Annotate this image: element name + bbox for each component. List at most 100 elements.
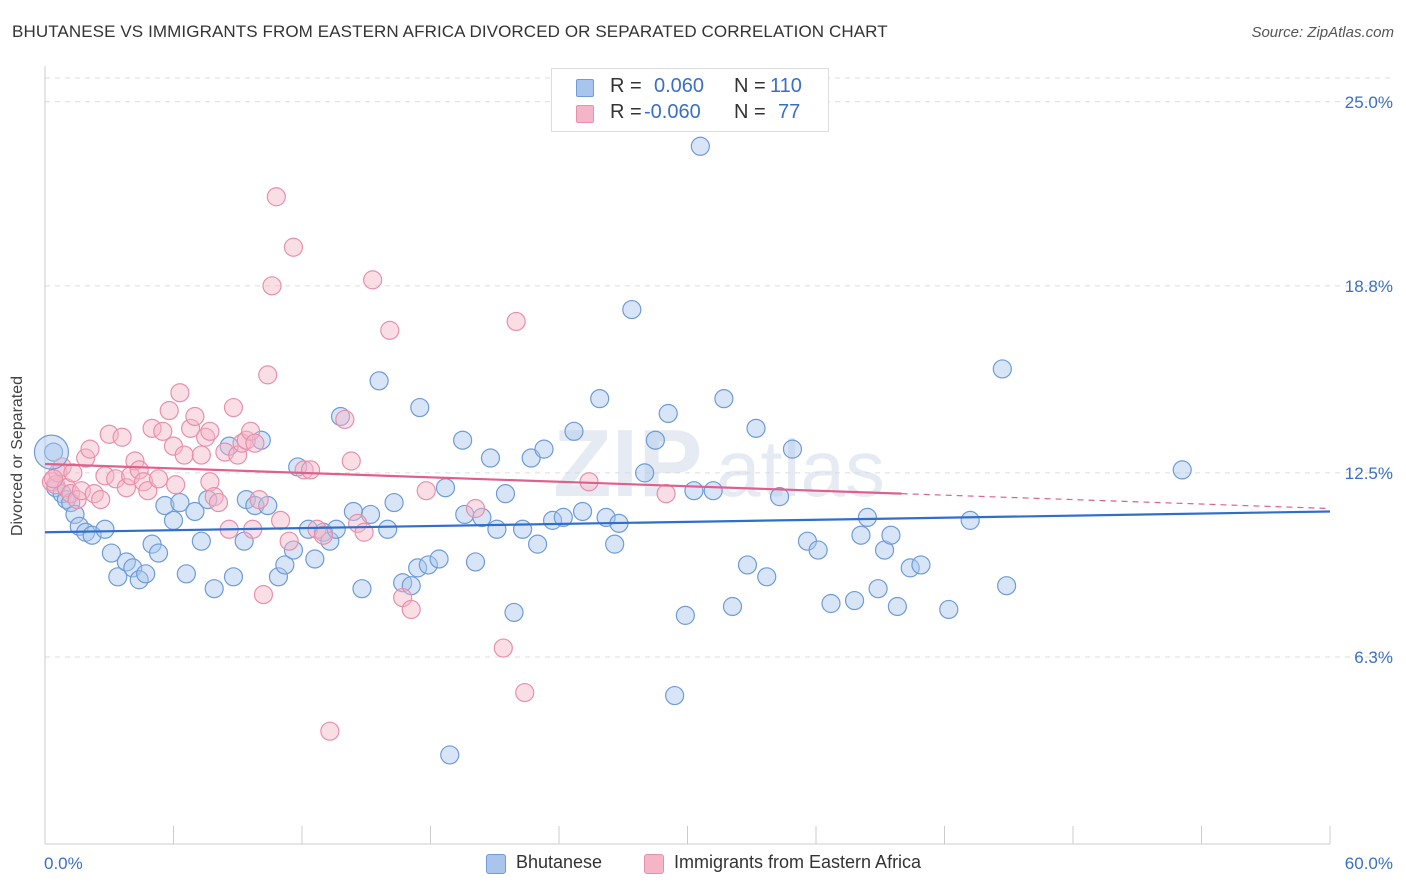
eastern-africa-point [185,406,205,427]
bhutanese-point [590,389,610,409]
eastern-africa-point [43,469,64,489]
tick-labels: 6.3% 12.5% 18.8% 25.0% 0.0% 60.0% [44,93,1393,873]
bhutanese-point [275,555,295,575]
eastern-africa-point [253,585,274,605]
legend-label: Immigrants from Eastern Africa [674,852,922,872]
n-label: N = [734,75,766,97]
bhutanese-point [553,507,573,528]
r-label: R = [610,75,642,97]
eastern-africa-point [112,427,132,447]
x-tick-label: 0.0% [44,854,83,873]
eastern-africa-trend-line [44,462,902,495]
eastern-africa-point [80,439,100,459]
bhutanese-point [283,540,304,560]
bhutanese-point [534,439,554,459]
eastern-africa-point [166,475,186,495]
bhutanese-point [690,136,710,156]
eastern-africa-point [148,469,169,489]
bhutanese-point [408,558,428,578]
bhutanese-point [223,567,244,587]
eastern-africa-point [76,448,96,468]
bhutanese-point [268,567,289,587]
pink-swatch [576,105,594,123]
y-tick-label: 18.8% [1345,277,1393,296]
bhutanese-point [851,525,871,545]
bhutanese-point [163,510,184,530]
blue-swatch [576,79,594,97]
y-tick-label: 12.5% [1345,464,1393,483]
eastern-africa-point [191,445,211,465]
bhutanese-point [960,510,980,530]
eastern-africa-point [258,365,278,385]
eastern-africa-point [279,531,299,551]
eastern-africa-point [142,418,162,438]
eastern-africa-point [181,418,201,438]
bhutanese-point [857,507,878,528]
n-value: 110 [770,75,802,97]
bhutanese-point [384,492,404,513]
bhutanese-point [782,439,803,459]
eastern-africa-point [335,409,355,430]
chart-title: BHUTANESE VS IMMIGRANTS FROM EASTERN AFR… [12,22,888,41]
eastern-africa-point [300,460,321,480]
bhutanese-point [512,519,533,539]
chart-source: Source: ZipAtlas.com [1251,24,1394,41]
bhutanese-trend-line [44,510,1331,534]
eastern-africa-point [153,421,173,441]
legend-label: Bhutanese [516,852,603,872]
bhutanese-point [504,602,524,623]
eastern-africa-point [249,489,269,510]
bhutanese-point [170,492,190,513]
eastern-africa-point [245,433,265,453]
eastern-africa-point [67,489,87,510]
bhutanese-point [887,596,907,617]
eastern-africa-point [133,472,154,492]
bhutanese-point [675,605,695,625]
bhutanese-point [635,463,655,483]
bhutanese-point-large [33,434,70,470]
eastern-africa-point [294,460,314,480]
r-value: 0.060 [654,75,705,97]
watermark-atlas: atlas [716,424,885,513]
eastern-africa-point [270,510,291,530]
eastern-africa-point [138,481,158,501]
x-tick-label: 60.0% [1345,854,1393,873]
bhutanese-point [757,567,777,587]
bhutanese-point [645,430,665,450]
bhutanese-point [465,552,486,572]
bhutanese-point [722,596,743,617]
bhutanese-point [564,421,584,441]
eastern-africa-point [208,492,229,513]
eastern-africa-point [283,237,304,257]
eastern-africa-point [313,525,334,545]
bhutanese-point [684,481,704,501]
bhutanese-point [737,555,758,575]
eastern-africa-point [170,383,190,403]
eastern-africa-point [91,489,111,510]
bhutanese-point [204,579,224,599]
bhutanese-point [410,397,430,418]
eastern-africa-point [129,460,149,480]
bhutanese-point [101,543,121,563]
eastern-africa-trend-extension [901,493,1331,510]
bhutanese-point [352,579,372,599]
bhutanese-point [148,543,169,563]
bhutanese-point [844,590,865,611]
bhutanese-point [703,481,723,501]
bhutanese-point [453,430,473,450]
r-value: -0.060 [644,101,701,123]
eastern-africa-point [228,445,248,465]
bhutanese-point [418,555,438,575]
bhutanese-point [911,555,931,575]
bhutanese-point [527,534,548,554]
eastern-africa-point [116,478,136,498]
bhutanese-point [480,448,501,468]
n-label: N = [734,101,766,123]
eastern-africa-point [656,484,676,504]
bhutanese-point [185,501,205,522]
eastern-africa-point [266,187,286,207]
bhutanese-point [746,418,766,438]
bhutanese-point [155,495,175,516]
eastern-africa-point [320,721,340,741]
